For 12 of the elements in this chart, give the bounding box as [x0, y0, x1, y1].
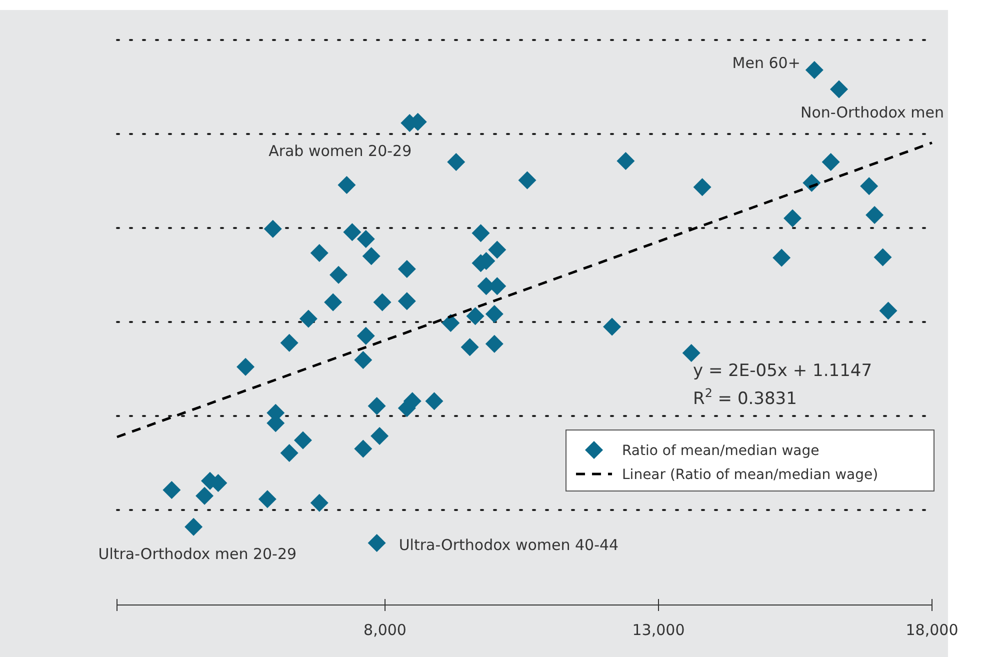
- annotation: Men 60+: [732, 54, 800, 72]
- annotation: y = 2E-05x + 1.1147: [693, 361, 872, 381]
- annotation: Arab women 20-29: [268, 142, 412, 160]
- x-tick-label: 13,000: [632, 621, 685, 639]
- x-tick-label: 8,000: [364, 621, 406, 639]
- annotation: Ultra-Orthodox women 40-44: [398, 536, 619, 554]
- x-tick-label: 18,000: [906, 621, 958, 639]
- annotation: Non-Orthodox men: [800, 103, 944, 122]
- annotation: R$^{2}$ = 0.3831: [693, 386, 797, 409]
- legend-label: Linear (Ratio of mean/median wage): [622, 467, 878, 483]
- legend-label: Ratio of mean/median wage: [622, 443, 820, 459]
- annotation: Ultra-Orthodox men 20-29: [98, 544, 297, 563]
